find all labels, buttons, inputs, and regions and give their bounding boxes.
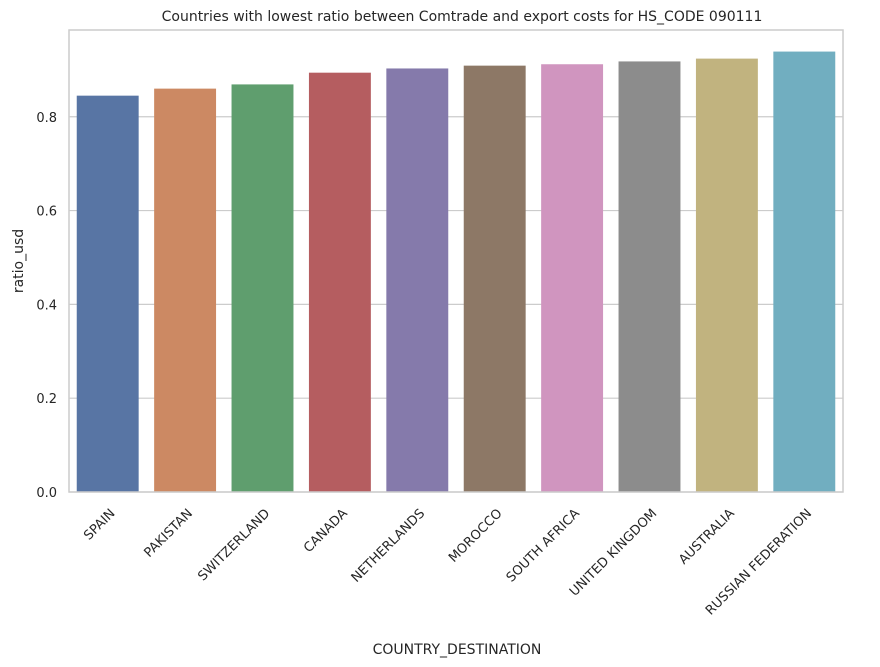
y-axis-label: ratio_usd	[11, 229, 27, 293]
x-tick-label: PAKISTAN	[141, 506, 195, 560]
bar-netherlands	[386, 68, 449, 493]
bar-spain	[76, 95, 139, 492]
y-tick-label: 0.2	[36, 392, 57, 407]
y-tick-label: 0.6	[36, 205, 57, 220]
bar-pakistan	[154, 88, 217, 492]
bar-russian-federation	[773, 51, 836, 493]
x-axis-label: COUNTRY_DESTINATION	[373, 642, 542, 658]
x-tick-label: SPAIN	[81, 506, 118, 543]
bar-australia	[695, 58, 758, 492]
bar-switzerland	[231, 84, 294, 493]
bar-morocco	[463, 65, 526, 492]
y-axis-ticks: 0.0 0.2 0.4 0.6 0.8	[36, 111, 57, 501]
bars	[76, 51, 836, 493]
chart-title: Countries with lowest ratio between Comt…	[162, 9, 763, 25]
x-tick-label: MOROCCO	[446, 506, 505, 565]
bar-canada	[308, 72, 371, 492]
x-tick-label: CANADA	[301, 506, 351, 556]
x-tick-label: UNITED KINGDOM	[567, 506, 660, 599]
plot-frame	[68, 29, 844, 493]
x-tick-label: NETHERLANDS	[349, 506, 428, 585]
x-tick-label: SWITZERLAND	[195, 506, 273, 584]
y-tick-label: 0.0	[36, 486, 57, 501]
y-tick-label: 0.4	[36, 298, 57, 313]
bar-united-kingdom	[618, 61, 681, 492]
x-tick-label: AUSTRALIA	[676, 506, 738, 568]
bar-south-africa	[541, 64, 604, 492]
x-tick-label: SOUTH AFRICA	[504, 506, 583, 585]
x-axis-ticks: SPAIN PAKISTAN SWITZERLAND CANADANETHERLAND…	[81, 506, 815, 618]
y-tick-label: 0.8	[36, 111, 57, 126]
